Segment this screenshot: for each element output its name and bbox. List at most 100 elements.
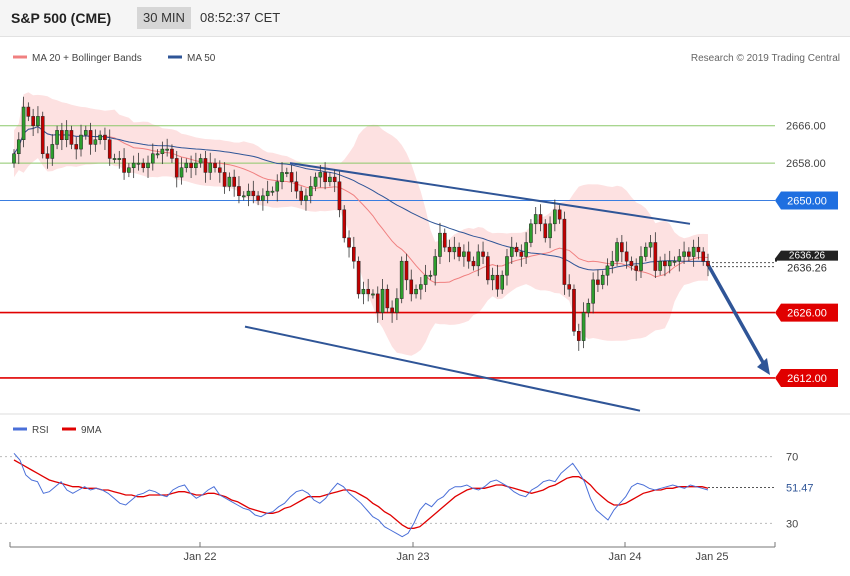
candle xyxy=(576,323,581,351)
candle-body xyxy=(490,274,495,281)
moving-averages xyxy=(13,125,709,284)
candle xyxy=(356,256,361,299)
candle xyxy=(486,251,490,285)
candle xyxy=(658,256,662,276)
candle-body xyxy=(160,148,165,155)
candle xyxy=(313,172,318,192)
candle xyxy=(93,129,98,152)
candle-body xyxy=(170,148,174,159)
candle-body xyxy=(55,130,59,145)
candle-body xyxy=(600,274,605,285)
candle xyxy=(620,235,624,263)
candle xyxy=(218,160,222,183)
candle xyxy=(629,256,634,271)
candle-body xyxy=(375,293,380,313)
candle-body xyxy=(40,116,45,155)
candle-body xyxy=(12,153,16,164)
candle xyxy=(600,270,605,290)
chart-header: S&P 500 (CME) 30 MIN 08:52:37 CET xyxy=(0,0,850,37)
candle xyxy=(457,242,461,262)
candle xyxy=(404,253,409,291)
candle xyxy=(189,155,193,179)
candle-body xyxy=(356,260,361,295)
candle-body xyxy=(366,288,370,295)
candle xyxy=(12,149,16,168)
candle xyxy=(88,122,93,155)
candle-body xyxy=(466,251,471,262)
candle-body xyxy=(591,279,595,304)
candle xyxy=(16,132,21,165)
candle xyxy=(270,186,275,196)
candle xyxy=(227,172,232,192)
candle-body xyxy=(495,274,500,290)
candle-body xyxy=(337,181,342,211)
candle xyxy=(98,130,102,145)
candle-body xyxy=(198,158,203,164)
candle-body xyxy=(117,158,122,160)
candle-body xyxy=(270,190,275,193)
candle-body xyxy=(112,158,117,160)
candle xyxy=(447,239,452,263)
candle-body xyxy=(227,176,232,187)
candle xyxy=(514,242,519,257)
rsi-legend-label: RSI xyxy=(32,425,49,436)
candle-body xyxy=(414,288,418,295)
candle xyxy=(179,157,184,185)
candle xyxy=(691,239,696,267)
candle-body xyxy=(486,256,490,281)
candle xyxy=(505,249,509,286)
candle xyxy=(131,155,136,179)
candle xyxy=(643,242,648,262)
current-price-overlap-text: 2636.26 xyxy=(789,251,826,262)
candle-body xyxy=(131,162,136,169)
candle xyxy=(208,152,213,180)
candle xyxy=(610,250,615,274)
candle-body xyxy=(634,265,639,271)
candle xyxy=(337,171,342,218)
candle xyxy=(375,286,380,323)
candle-body xyxy=(232,176,236,187)
candle-body xyxy=(93,139,98,145)
candle xyxy=(174,150,179,188)
candle-body xyxy=(380,288,385,313)
candle xyxy=(471,256,476,271)
candle-body xyxy=(45,153,50,159)
candle-body xyxy=(299,190,303,201)
candle-body xyxy=(74,144,79,150)
candle-body xyxy=(548,223,552,239)
candle xyxy=(615,237,619,266)
candle-body xyxy=(447,246,452,253)
candle-body xyxy=(687,251,691,257)
candle-body xyxy=(246,190,251,197)
candle xyxy=(127,163,131,178)
candle-body xyxy=(553,209,557,225)
candle-body xyxy=(471,260,476,267)
candle xyxy=(237,176,241,204)
candle-body xyxy=(442,232,447,248)
price-pane: 2666.00 2658.00 2650.00 2626.00 2612.00 2636.… xyxy=(0,53,840,412)
candle xyxy=(495,264,500,297)
candle-body xyxy=(98,134,102,140)
price-axis-labels: 2666.00 2658.00 2650.00 2626.00 2612.00 2636.… xyxy=(708,121,838,387)
candle xyxy=(462,244,466,267)
candle xyxy=(332,169,337,193)
candle-body xyxy=(663,260,667,267)
candle xyxy=(60,122,64,151)
candle xyxy=(519,244,524,267)
candle-body xyxy=(438,232,442,257)
candle xyxy=(466,241,471,269)
level-label-2658.00: 2658.00 xyxy=(786,158,826,170)
candle xyxy=(275,174,280,202)
interval-badge[interactable]: 30 MIN xyxy=(137,7,191,29)
candle xyxy=(557,205,562,224)
support-value: 2612.00 xyxy=(787,373,827,385)
candle xyxy=(366,278,370,302)
candle-body xyxy=(543,223,548,239)
level-label-2612.00: 2612.00 xyxy=(775,368,838,387)
candle-body xyxy=(476,251,481,267)
candle xyxy=(409,269,414,302)
candle xyxy=(352,236,356,269)
candle xyxy=(672,256,677,266)
candle xyxy=(64,120,69,148)
instrument-title: S&P 500 (CME) xyxy=(11,10,112,26)
